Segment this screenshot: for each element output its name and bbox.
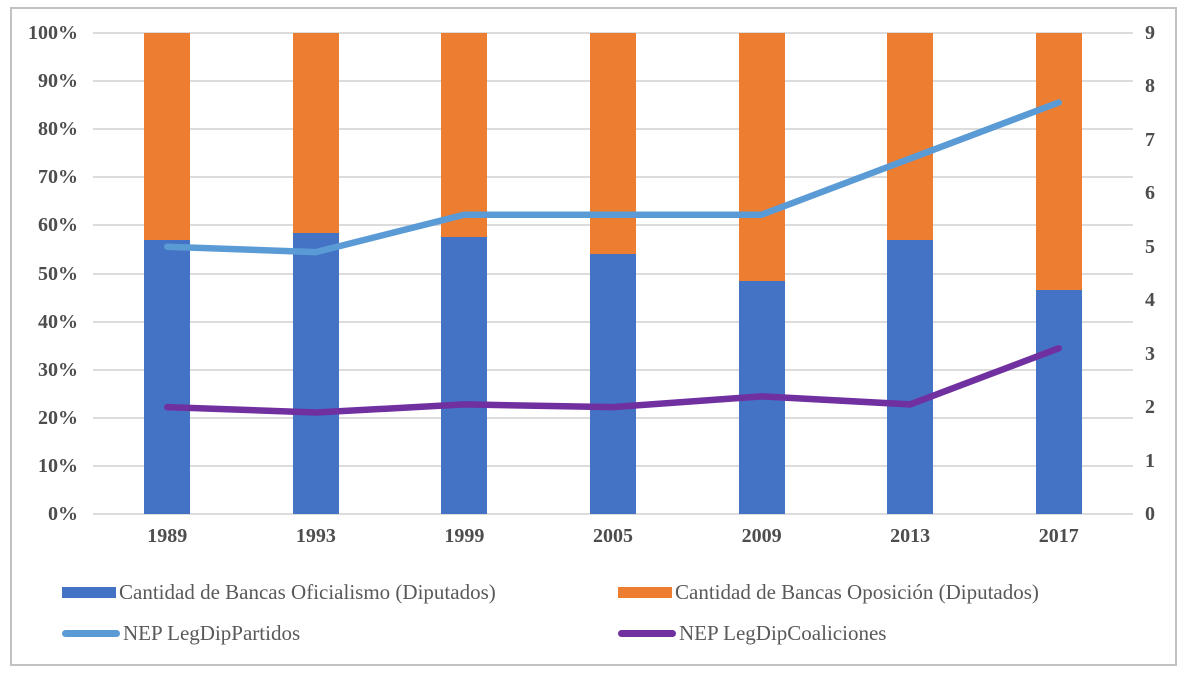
legend-item: NEP LegDipCoaliciones [618, 617, 886, 649]
bar-segment-oficialismo [441, 237, 488, 514]
x-axis-year-label: 2017 [1038, 525, 1079, 547]
legend-item: Cantidad de Bancas Oposición (Diputados) [618, 576, 1039, 608]
right-axis-tick: 8 [1145, 75, 1155, 98]
left-axis-tick: 50% [38, 262, 78, 285]
left-axis-tick: 80% [38, 118, 78, 141]
left-axis-tick: 40% [38, 310, 78, 333]
legend-item: Cantidad de Bancas Oficialismo (Diputado… [62, 576, 496, 608]
bar-segment-oposicion [292, 33, 339, 233]
right-axis-tick: 7 [1145, 128, 1155, 151]
left-axis-tick: 100% [28, 22, 78, 44]
bar-segment-oposicion [1035, 33, 1082, 291]
legend-label: Cantidad de Bancas Oficialismo (Diputado… [119, 579, 496, 604]
line-nep-legdipcoaliciones [164, 345, 1062, 416]
left-axis-tick: 60% [38, 214, 78, 237]
bar-segment-oficialismo [144, 239, 191, 514]
right-axis-tick: 2 [1145, 396, 1155, 419]
x-axis-year-label: 2013 [890, 525, 931, 547]
right-axis-tick: 9 [1145, 22, 1155, 44]
gridline [93, 32, 1133, 34]
x-axis-year-label: 2005 [593, 525, 633, 547]
legend-label: Cantidad de Bancas Oposición (Diputados) [675, 579, 1039, 604]
bar-segment-oficialismo [590, 254, 636, 514]
left-axis-tick: 90% [38, 70, 78, 93]
left-axis-tick: 30% [38, 358, 78, 381]
legend-label: NEP LegDipPartidos [123, 620, 301, 645]
left-axis-tick: 0% [48, 503, 78, 525]
line-series-overlay [164, 99, 1062, 416]
bar-segment-oposicion [144, 33, 191, 240]
gridline [93, 513, 1133, 515]
x-axis-year-label: 1989 [147, 525, 188, 547]
legend-item: NEP LegDipPartidos [62, 617, 300, 649]
left-axis-tick: 20% [38, 406, 78, 429]
right-axis-tick: 1 [1145, 449, 1155, 472]
bar-segment-oficialismo [292, 232, 339, 514]
legend-swatch-rect [618, 586, 672, 598]
right-axis-tick: 0 [1145, 503, 1155, 525]
legend-swatch-line [62, 629, 120, 637]
right-axis-tick: 5 [1145, 235, 1155, 258]
x-axis-years: 1989 1993 1999 2005 2009 2013 2017 [93, 519, 1133, 553]
legend-swatch-rect [62, 586, 116, 598]
right-axis-tick: 6 [1145, 182, 1155, 205]
bar-segment-oficialismo [887, 239, 934, 514]
x-axis-year-label: 2009 [741, 525, 782, 547]
legend-label: NEP LegDipCoaliciones [679, 620, 887, 645]
line-nep-legdippartidos [164, 99, 1062, 256]
bar-segment-oficialismo [1035, 290, 1082, 514]
bar-segment-oposicion [887, 33, 934, 240]
bar-segment-oposicion [738, 33, 785, 281]
right-axis-tick: 3 [1145, 342, 1155, 365]
left-axis-tick: 10% [38, 454, 78, 477]
x-axis-year-label: 1999 [444, 525, 485, 547]
left-axis-percent: 100% 90% 80% 70% 60% 50% 40% 30% 20% 10% 0% [0, 22, 80, 525]
legend-swatch-line [618, 629, 676, 637]
x-axis-year-label: 1993 [295, 525, 336, 547]
plot-area [93, 32, 1133, 515]
right-axis-tick: 4 [1145, 289, 1155, 312]
right-axis-nep: 9 8 7 6 5 4 3 2 1 0 [1145, 22, 1183, 525]
bar-segment-oposicion [441, 33, 488, 238]
left-axis-tick: 70% [38, 166, 78, 189]
legend: Cantidad de Bancas Oficialismo (Diputado… [0, 566, 1185, 662]
